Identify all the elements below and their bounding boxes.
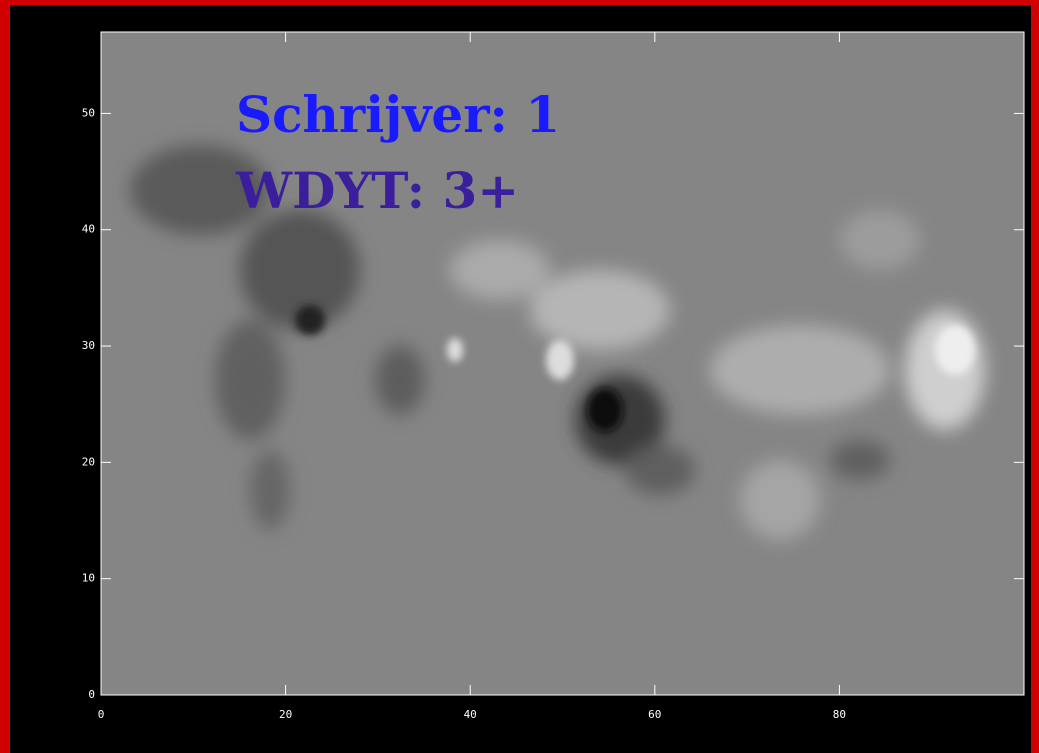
x-tick-label: 40 (464, 708, 477, 721)
x-tick-label: 20 (279, 708, 292, 721)
y-tick-label: 50 (82, 106, 95, 119)
y-tick-label: 0 (88, 688, 95, 701)
magnetogram (101, 32, 1024, 695)
plot-frame (100, 31, 1025, 696)
x-tick-label: 80 (833, 708, 846, 721)
y-tick-label: 40 (82, 223, 95, 236)
y-tick-label: 30 (82, 339, 95, 352)
x-tick-label: 60 (648, 708, 661, 721)
x-tick-label: 0 (98, 708, 105, 721)
annotation: WDYT: 3+ (235, 161, 519, 220)
annotation: Schrijver: 1 (236, 85, 560, 144)
y-tick-label: 20 (82, 455, 95, 468)
y-tick-label: 10 (82, 572, 95, 585)
